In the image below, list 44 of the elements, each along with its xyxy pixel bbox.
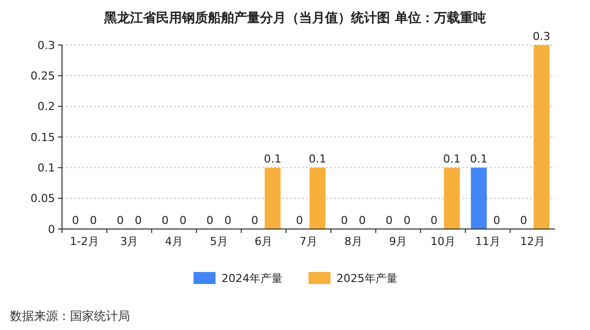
y-tick-label: 0.1 xyxy=(38,162,55,175)
data-label: 0 xyxy=(430,214,438,227)
data-label: 0.1 xyxy=(470,152,488,166)
x-tick-label: 11月 xyxy=(475,235,500,248)
y-tick-label: 0.25 xyxy=(30,70,55,83)
x-tick-label: 9月 xyxy=(389,235,408,248)
x-tick-label: 6月 xyxy=(254,235,273,248)
chart-title: 黑龙江省民用钢质船舶产量分月（当月值）统计图 单位：万载重吨 xyxy=(103,10,486,26)
data-label: 0.1 xyxy=(264,152,282,166)
x-tick-label: 1-2月 xyxy=(70,235,99,248)
data-label: 0 xyxy=(358,214,366,227)
data-label: 0 xyxy=(296,214,304,227)
data-label: 0 xyxy=(72,214,79,227)
x-tick-label: 10月 xyxy=(430,235,456,248)
data-label: 0 xyxy=(90,214,97,227)
y-tick-label: 0 xyxy=(48,222,55,236)
data-label: 0 xyxy=(180,214,187,227)
y-tick-label: 0.3 xyxy=(38,38,55,52)
source-note: 数据来源：国家统计局 xyxy=(10,309,130,323)
data-label: 0.3 xyxy=(532,30,550,43)
x-tick-label: 5月 xyxy=(210,235,228,248)
legend-label: 2025年产量 xyxy=(336,272,398,285)
data-label: 0 xyxy=(224,214,232,227)
data-label: 0 xyxy=(116,214,124,227)
data-label: 0 xyxy=(206,214,214,227)
data-label: 0.1 xyxy=(308,152,326,166)
data-label: 0 xyxy=(520,214,528,227)
x-tick-label: 4月 xyxy=(165,235,184,248)
y-tick-label: 0.05 xyxy=(30,192,55,206)
data-label: 0 xyxy=(493,214,500,227)
data-label: 0 xyxy=(386,214,393,227)
x-tick-label: 7月 xyxy=(300,235,318,248)
x-tick-label: 12月 xyxy=(520,235,546,248)
x-tick-label: 8月 xyxy=(344,235,362,248)
x-tick-label: 3月 xyxy=(120,235,138,248)
legend-label: 2024年产量 xyxy=(222,272,282,285)
data-label: 0 xyxy=(404,214,411,227)
data-label: 0 xyxy=(251,214,258,227)
data-label: 0 xyxy=(134,214,142,227)
y-tick-label: 0.2 xyxy=(38,100,55,114)
data-label: 0 xyxy=(162,214,169,227)
data-label: 0 xyxy=(340,214,348,227)
data-label: 0.1 xyxy=(443,152,461,166)
y-tick-label: 0.15 xyxy=(30,130,55,144)
